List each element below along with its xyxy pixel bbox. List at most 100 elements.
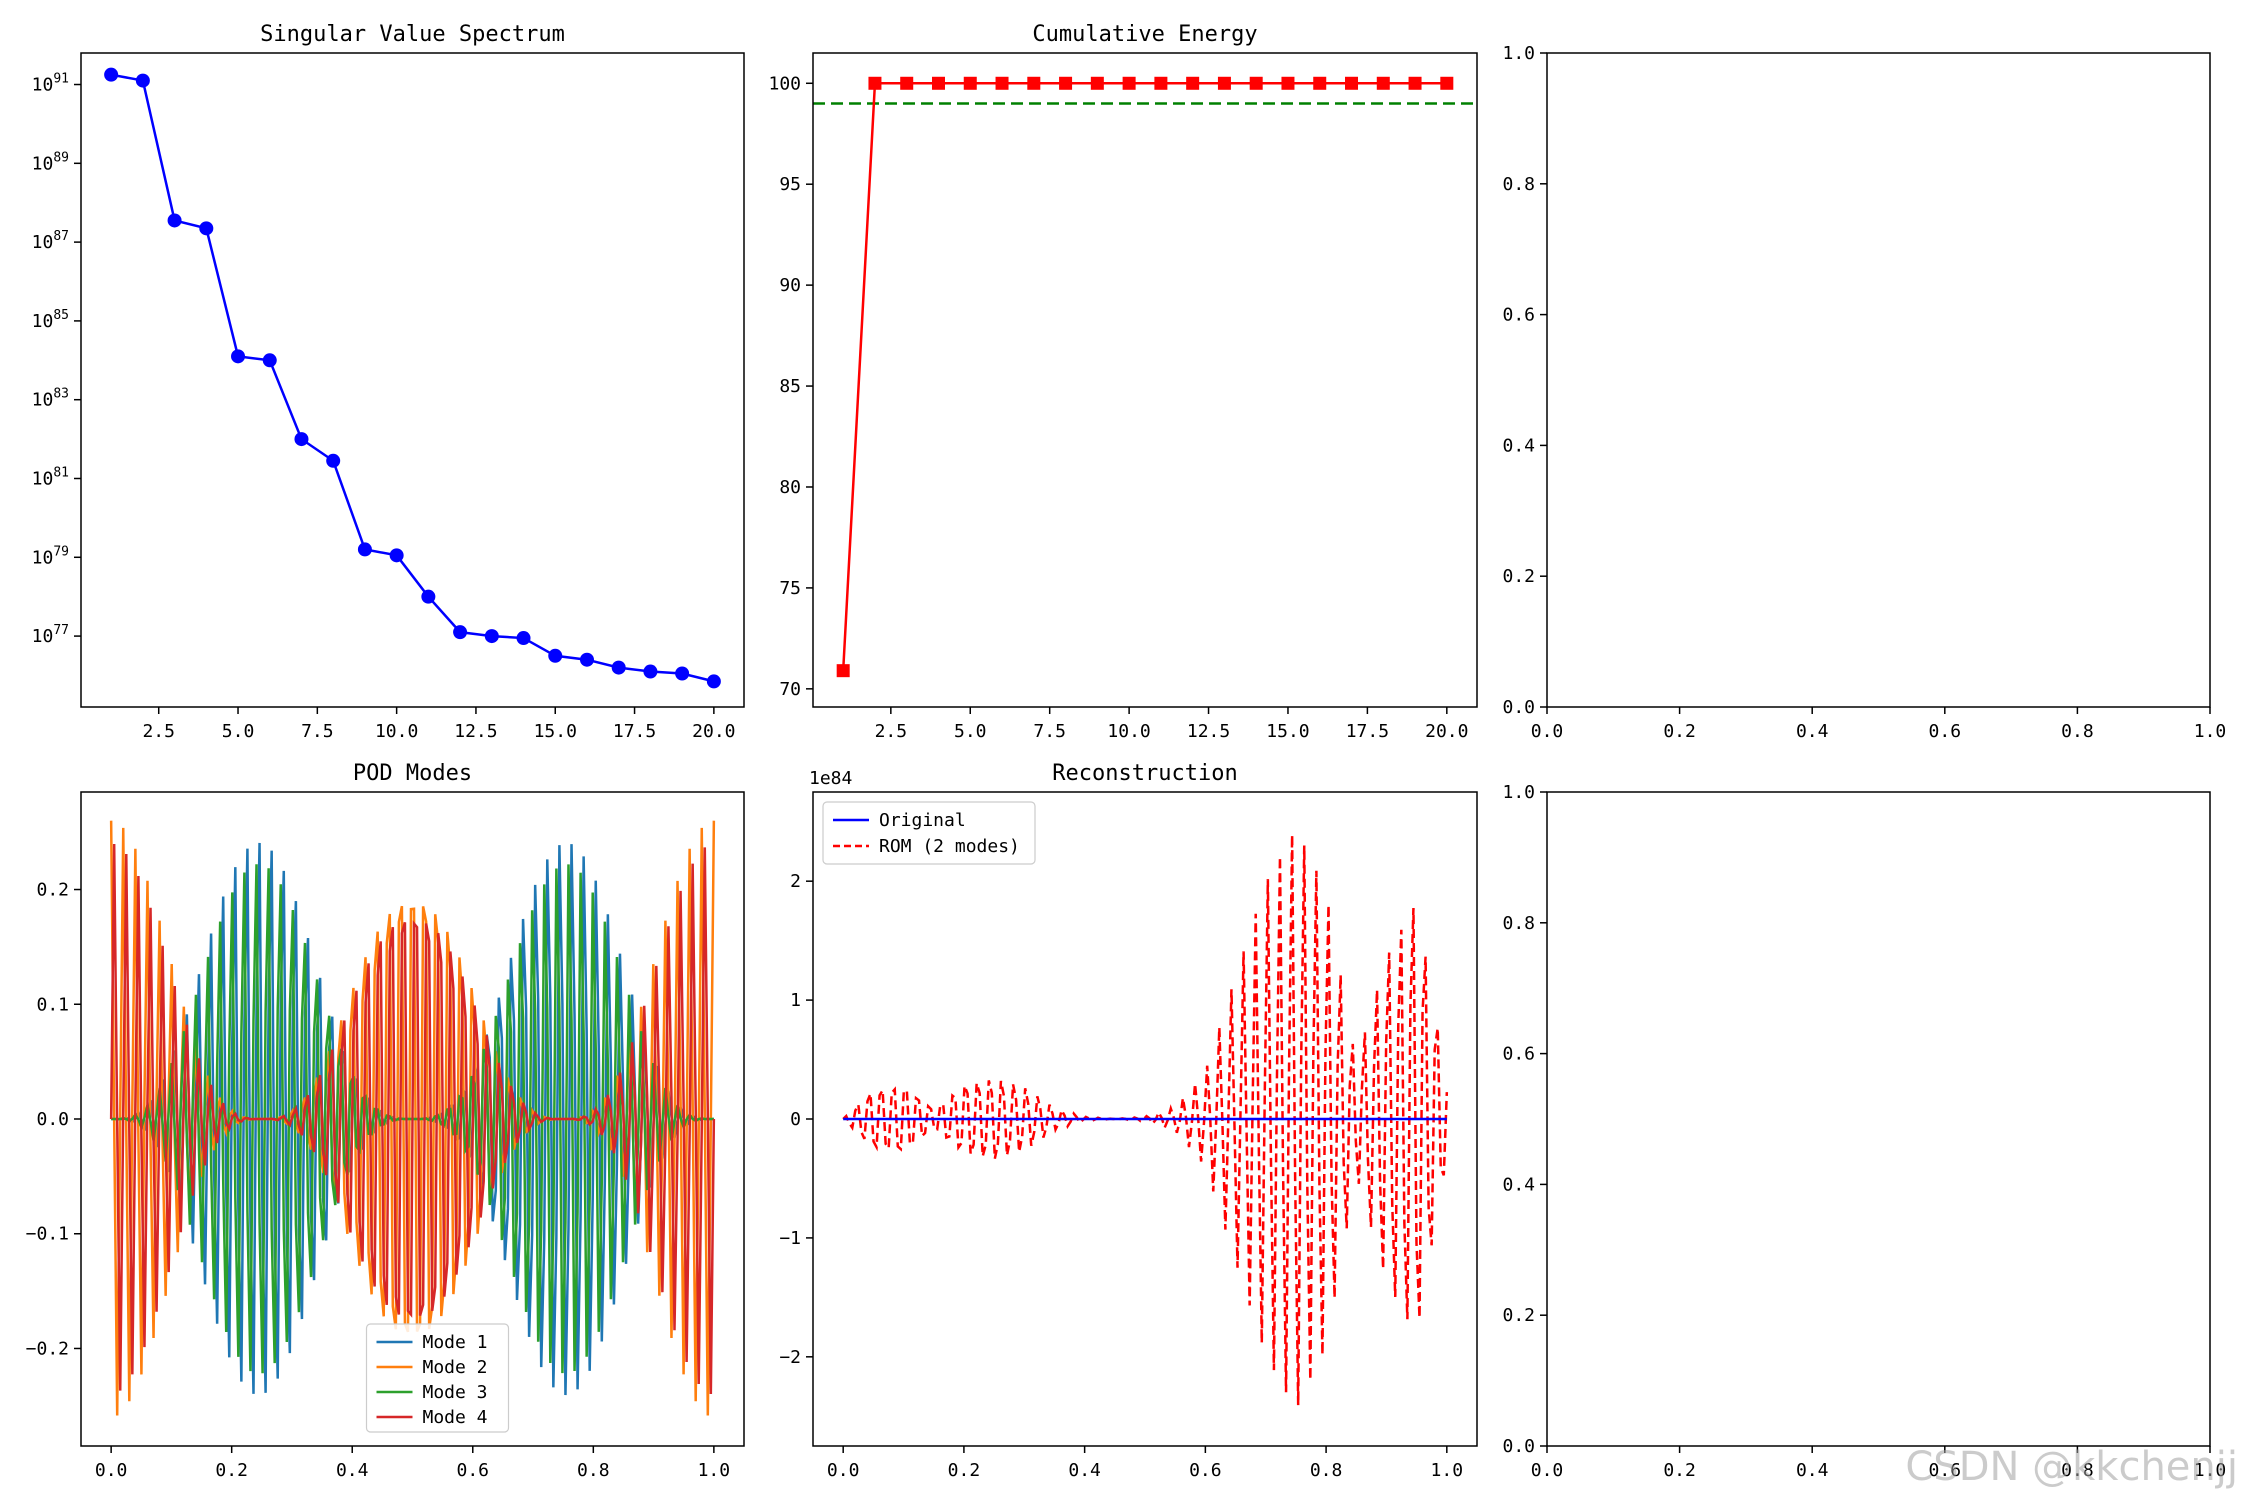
x-tick-label: 2.5 — [875, 721, 908, 742]
x-tick-label: 20.0 — [1425, 721, 1468, 742]
plot-area — [813, 76, 1477, 678]
data-point — [1376, 76, 1390, 90]
data-point — [995, 76, 1009, 90]
axes-background — [1547, 53, 2210, 707]
axes-background — [1547, 792, 2210, 1446]
data-point — [294, 432, 309, 447]
y-tick-label: 85 — [779, 376, 801, 397]
plot-area — [109, 820, 716, 1416]
y-tick-label: 80 — [779, 477, 801, 498]
legend-label: Original — [879, 810, 966, 831]
y-tick-label: −2 — [779, 1347, 801, 1368]
y-tick-label: 1077 — [32, 623, 69, 647]
y-tick-label: −0.2 — [26, 1338, 69, 1359]
data-point — [675, 666, 690, 681]
subplot-title: Singular Value Spectrum — [260, 22, 565, 47]
y-tick-label: 1085 — [32, 308, 69, 332]
subplot-title: Cumulative Energy — [1032, 22, 1257, 47]
y-tick-label: 1091 — [32, 72, 69, 96]
tick-exponent: 81 — [53, 465, 69, 480]
y-tick-label: 0.6 — [1502, 1044, 1535, 1065]
x-tick-label: 10.0 — [1107, 721, 1150, 742]
x-tick-label: 0.8 — [1310, 1460, 1343, 1481]
tick-exponent: 77 — [53, 623, 69, 638]
y-tick-label: 0.6 — [1502, 305, 1535, 326]
y-tick-label: 90 — [779, 275, 801, 296]
data-point — [135, 73, 150, 88]
data-point — [579, 652, 594, 667]
axes-background — [813, 53, 1477, 707]
subplot-title: Reconstruction — [1052, 761, 1237, 786]
x-tick-label: 0.8 — [2061, 721, 2094, 742]
y-tick-label: −0.1 — [26, 1224, 69, 1245]
x-tick-label: 0.0 — [1531, 721, 1564, 742]
x-tick-label: 0.4 — [1068, 1460, 1101, 1481]
x-tick-label: 0.6 — [1929, 1460, 1962, 1481]
tick-exponent: 83 — [53, 387, 69, 402]
data-point — [706, 674, 721, 689]
x-tick-label: 0.6 — [1929, 721, 1962, 742]
legend-label: ROM (2 modes) — [879, 836, 1020, 857]
subplot-3: 0.0 0.2 0.4 0.6 0.8 1.0 0.0 0.2 0.4 0.6 0.8 1.0 — [1502, 43, 2226, 742]
x-tick-label: 0.4 — [1796, 721, 1829, 742]
mode-line — [109, 844, 716, 1394]
x-tick-label: 0.2 — [1663, 721, 1696, 742]
y-tick-label: 0.8 — [1502, 174, 1535, 195]
axes-frame — [80, 791, 745, 1447]
data-point — [421, 589, 436, 604]
y-tick-label: 75 — [779, 578, 801, 599]
data-point — [1281, 76, 1295, 90]
y-tick-label: 0.0 — [1502, 1436, 1535, 1457]
watermark: CSDN @kkchenjj — [1905, 1444, 2238, 1490]
x-tick-label: 1.0 — [698, 1460, 731, 1481]
data-point — [1122, 76, 1136, 90]
data-point — [516, 631, 531, 646]
y-tick-label: 0.1 — [36, 994, 69, 1015]
y-tick-label: 0.2 — [1502, 1305, 1535, 1326]
y-tick-label: 1087 — [32, 229, 69, 253]
x-tick-label: 1.0 — [1431, 1460, 1464, 1481]
x-tick-label: 20.0 — [692, 721, 735, 742]
data-point — [1408, 76, 1422, 90]
x-tick-label: 0.0 — [1531, 1460, 1564, 1481]
x-tick-label: 15.0 — [1266, 721, 1309, 742]
y-offset-label: 1e84 — [809, 768, 852, 789]
x-tick-label: 0.8 — [577, 1460, 610, 1481]
tick-base: 10 — [32, 390, 54, 411]
x-tick-label: 7.5 — [1033, 721, 1066, 742]
tick-exponent: 87 — [53, 229, 69, 244]
tick-base: 10 — [32, 626, 54, 647]
data-point — [389, 548, 404, 563]
legend-frame — [822, 801, 1036, 865]
data-point — [548, 648, 563, 663]
y-tick-label: 1079 — [32, 544, 69, 568]
data-point — [931, 76, 945, 90]
x-tick-label: 1.0 — [2194, 721, 2227, 742]
legend-label: Mode 3 — [423, 1382, 488, 1403]
data-point — [1345, 76, 1359, 90]
x-tick-label: 1.0 — [2194, 1460, 2227, 1481]
tick-base: 10 — [32, 547, 54, 568]
y-tick-label: 95 — [779, 174, 801, 195]
data-point — [1186, 76, 1200, 90]
y-tick-label: 1.0 — [1502, 43, 1535, 64]
data-point — [1249, 76, 1263, 90]
x-tick-label: 0.2 — [1663, 1460, 1696, 1481]
data-point — [1027, 76, 1041, 90]
data-point — [1440, 76, 1454, 90]
tick-exponent: 79 — [53, 544, 69, 559]
y-tick-label: 0.4 — [1502, 1174, 1535, 1195]
y-tick-label: 0.0 — [36, 1109, 69, 1130]
x-tick-label: 0.0 — [95, 1460, 128, 1481]
tick-base: 10 — [32, 468, 54, 489]
legend-label: Mode 1 — [423, 1332, 488, 1353]
axes-frame — [80, 52, 745, 708]
data-point — [900, 76, 914, 90]
y-tick-label: 0.2 — [36, 880, 69, 901]
y-tick-label: 0 — [790, 1109, 801, 1130]
y-tick-label: 1.0 — [1502, 782, 1535, 803]
x-tick-label: 0.4 — [336, 1460, 369, 1481]
legend-label: Mode 2 — [423, 1357, 488, 1378]
y-tick-label: 2 — [790, 871, 801, 892]
